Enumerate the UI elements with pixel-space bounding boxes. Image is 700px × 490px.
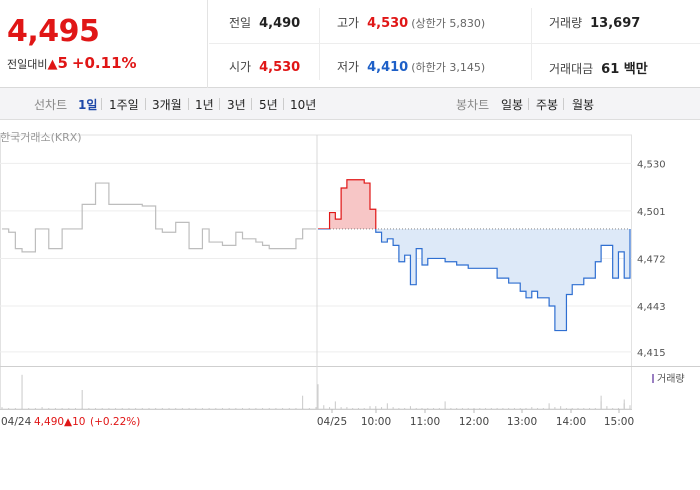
price-change: 전일대비▲5 +0.11% (7, 54, 137, 72)
tab-1week[interactable]: 1주일 (109, 98, 139, 112)
price-chart: 한국거래소(KRX) 4,530 4,501 4,472 4,443 4,415 거래량 04… (0, 121, 700, 490)
quote-header: 4,495 전일대비▲5 +0.11% 전일 4,490 고가 4,530 (상한가 5… (0, 0, 700, 88)
prev-day-change-pct: (+0.22%) (90, 416, 140, 428)
tab-3month[interactable]: 3개월 (152, 98, 182, 112)
x-tick-label: 15:00 (604, 416, 634, 428)
divider (188, 98, 189, 110)
low-price: 저가 4,410 (하한가 3,145) (337, 58, 485, 75)
tab-daily-candle[interactable]: 일봉 (501, 98, 524, 112)
tab-3year[interactable]: 3년 (227, 98, 246, 112)
tab-monthly-candle[interactable]: 월봉 (572, 98, 595, 112)
change-percent: +0.11% (71, 54, 137, 72)
tab-10year[interactable]: 10년 (290, 98, 317, 112)
tab-weekly-candle[interactable]: 주봉 (536, 98, 559, 112)
volume-label: 거래량 (549, 16, 583, 30)
tab-1year[interactable]: 1년 (195, 98, 214, 112)
line-chart-group-label: 선차트 (34, 98, 68, 112)
y-tick-label: 4,472 (637, 254, 666, 265)
open-value: 4,530 (259, 60, 301, 75)
x-tick-label: 11:00 (410, 416, 440, 428)
quote-stats: 전일 4,490 고가 4,530 (상한가 5,830) 거래량 13,697 시가 4… (209, 0, 700, 88)
high-price: 고가 4,530 (상한가 5,830) (337, 14, 485, 31)
change-label: 전일대비 (7, 58, 48, 71)
high-label: 고가 (337, 16, 360, 30)
change-value: 5 (57, 54, 68, 72)
divider (283, 98, 284, 110)
today-line-up (318, 179, 377, 229)
x-tick-label: 14:00 (556, 416, 586, 428)
period-tabs: 선차트 1일 1주일 3개월 1년 3년 5년 10년 봉차트 일봉 주봉 월봉 (0, 88, 700, 120)
low-value: 4,410 (367, 60, 409, 75)
divider (101, 98, 102, 110)
x-tick-label: 13:00 (507, 416, 537, 428)
divider (251, 98, 252, 110)
trade-value-label: 거래대금 (549, 62, 594, 76)
volume-stat: 거래량 13,697 (549, 14, 640, 31)
current-price: 4,495 (7, 14, 100, 49)
volume-value: 13,697 (590, 16, 641, 31)
lower-limit: (하한가 3,145) (411, 61, 486, 74)
tab-1day[interactable]: 1일 (78, 98, 98, 112)
y-tick-label: 4,443 (637, 302, 666, 313)
today-line-down (318, 228, 631, 332)
divider (531, 8, 532, 80)
trade-value-stat: 거래대금 61 백만 (549, 58, 648, 77)
low-label: 저가 (337, 60, 360, 74)
down-area-fill (318, 228, 630, 331)
x-tick-label: 12:00 (459, 416, 489, 428)
prev-day-date: 04/24 (1, 416, 32, 428)
candle-chart-group-label: 봉차트 (456, 98, 490, 112)
y-tick-label: 4,530 (637, 159, 666, 170)
divider (219, 98, 220, 110)
chart-canvas: 한국거래소(KRX) 4,530 4,501 4,472 4,443 4,415 거래량 04… (0, 131, 700, 428)
volume-legend-marker (652, 374, 654, 383)
prev-close-label: 전일 (229, 16, 252, 30)
prev-close: 전일 4,490 (229, 14, 300, 31)
trade-value: 61 백만 (601, 62, 648, 77)
prev-day-change: ▲10 (64, 416, 85, 428)
x-tick-label: 10:00 (361, 416, 391, 428)
volume-legend-label: 거래량 (657, 373, 685, 385)
upper-limit: (상한가 5,830) (411, 17, 486, 30)
y-tick-label: 4,501 (637, 207, 666, 218)
tab-5year[interactable]: 5년 (259, 98, 278, 112)
open-price: 시가 4,530 (229, 58, 300, 75)
divider (563, 98, 564, 110)
prev-day-close: 4,490 (34, 416, 64, 428)
prev-close-value: 4,490 (259, 16, 301, 31)
divider (528, 98, 529, 110)
open-label: 시가 (229, 60, 252, 74)
prev-day-line (2, 182, 316, 253)
stats-row-2: 시가 4,530 저가 4,410 (하한가 3,145) 거래대금 61 백만 (209, 44, 700, 88)
up-triangle-icon: ▲ (47, 57, 58, 72)
x-tick-label: 04/25 (317, 416, 347, 428)
divider (319, 8, 320, 80)
price-box: 4,495 전일대비▲5 +0.11% (0, 0, 208, 88)
y-tick-label: 4,415 (637, 348, 666, 359)
source-label: 한국거래소(KRX) (0, 131, 82, 144)
stats-row-1: 전일 4,490 고가 4,530 (상한가 5,830) 거래량 13,697 (209, 0, 700, 44)
divider (145, 98, 146, 110)
high-value: 4,530 (367, 16, 409, 31)
